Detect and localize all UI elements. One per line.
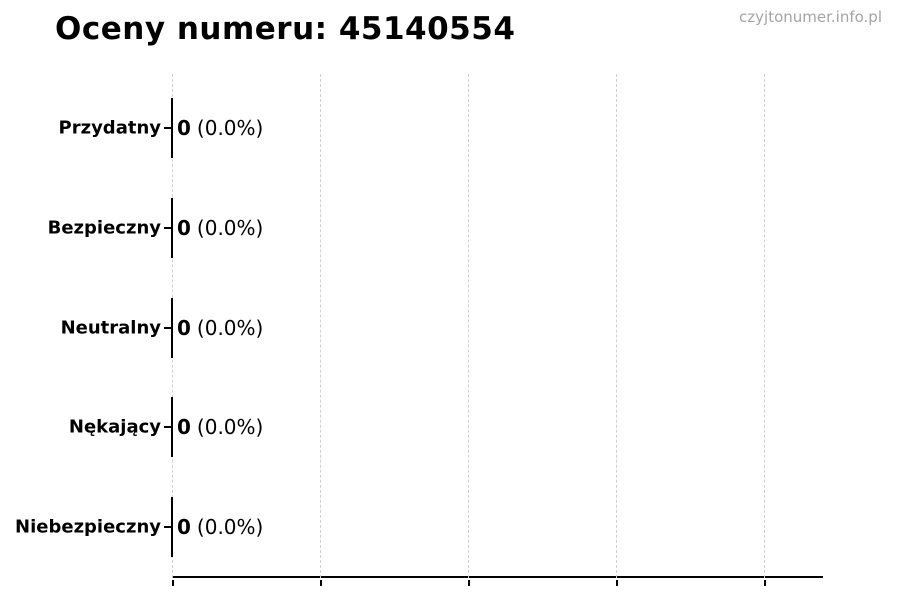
bar-value-percent: (0.0%): [196, 415, 264, 440]
x-axis-tick: [319, 580, 322, 586]
bar-row: Neutralny 0 (0.0%): [0, 278, 900, 378]
category-label: Nękający: [68, 416, 161, 438]
bar-value-label: 0 (0.0%): [177, 415, 263, 439]
x-axis-tick: [172, 580, 174, 586]
gridline: [615, 74, 617, 578]
zero-width-bar: [171, 397, 173, 458]
bar-value-percent: (0.0%): [196, 315, 264, 340]
bar-value-percent: (0.0%): [196, 515, 264, 540]
zero-width-bar: [171, 497, 173, 558]
bar-row: Bezpieczny 0 (0.0%): [0, 178, 900, 278]
zero-width-bar: [171, 297, 173, 358]
zero-width-bar: [171, 98, 173, 158]
x-axis-tick: [467, 580, 470, 586]
bar-value-label: 0 (0.0%): [177, 216, 263, 240]
category-label: Niebezpieczny: [15, 516, 161, 538]
bar-value-label: 0 (0.0%): [177, 316, 263, 340]
x-axis-tick: [763, 580, 766, 586]
bar-value-count: 0: [177, 415, 191, 440]
bar-value-percent: (0.0%): [196, 116, 264, 140]
bar-value-label: 0 (0.0%): [177, 515, 263, 539]
bar-value-count: 0: [177, 116, 191, 140]
y-tick-mark: [164, 127, 171, 129]
y-tick-mark: [164, 526, 171, 529]
chart-title: Oceny numeru: 45140554: [55, 11, 516, 47]
bar-row: Przydatny 0 (0.0%): [0, 78, 900, 178]
gridline: [319, 74, 321, 578]
category-label: Neutralny: [60, 317, 161, 339]
bar-value-count: 0: [177, 215, 191, 240]
y-tick-mark: [164, 426, 171, 429]
y-tick-mark: [164, 226, 171, 229]
gridline: [763, 74, 765, 578]
bar-row: Niebezpieczny 0 (0.0%): [0, 477, 900, 577]
bar-value-percent: (0.0%): [196, 215, 264, 240]
y-tick-mark: [164, 326, 171, 329]
bar-row: Nękający 0 (0.0%): [0, 377, 900, 477]
x-axis-tick: [615, 580, 618, 586]
x-axis-line: [172, 576, 823, 578]
bar-value-count: 0: [177, 515, 191, 540]
bar-value-count: 0: [177, 315, 191, 340]
category-label: Bezpieczny: [47, 217, 161, 239]
category-label: Przydatny: [58, 117, 161, 139]
watermark-text: czyjtonumer.info.pl: [739, 8, 882, 26]
bar-value-label: 0 (0.0%): [177, 116, 263, 140]
gridline: [467, 74, 469, 578]
zero-width-bar: [171, 197, 173, 258]
